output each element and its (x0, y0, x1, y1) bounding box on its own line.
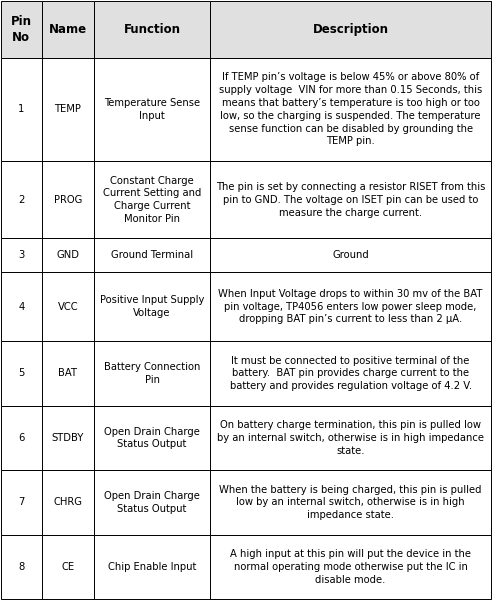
Bar (210, 238, 491, 272)
Text: VCC: VCC (58, 302, 78, 311)
Bar (42, 1, 94, 58)
Bar (94, 272, 210, 341)
Bar (1, 161, 42, 238)
Text: Name: Name (49, 23, 87, 36)
Text: Function: Function (123, 23, 181, 36)
Text: STDBY: STDBY (52, 433, 84, 443)
Text: PROG: PROG (54, 195, 82, 205)
Text: A high input at this pin will put the device in the
normal operating mode otherw: A high input at this pin will put the de… (230, 549, 471, 584)
Bar (210, 161, 491, 238)
Bar (1, 238, 42, 272)
Bar (42, 58, 94, 161)
Bar (1, 341, 42, 406)
Text: 7: 7 (18, 497, 25, 508)
Bar (94, 470, 210, 535)
Bar (42, 341, 94, 406)
Text: 1: 1 (18, 104, 25, 115)
Bar (42, 406, 94, 470)
Text: 5: 5 (18, 368, 25, 379)
Bar (42, 470, 94, 535)
Bar (42, 238, 94, 272)
Text: Constant Charge
Current Setting and
Charge Current
Monitor Pin: Constant Charge Current Setting and Char… (103, 176, 201, 224)
Text: TEMP: TEMP (55, 104, 81, 115)
Text: 6: 6 (18, 433, 25, 443)
Text: CHRG: CHRG (54, 497, 82, 508)
Text: Positive Input Supply
Voltage: Positive Input Supply Voltage (100, 295, 204, 318)
Bar (94, 341, 210, 406)
Text: BAT: BAT (59, 368, 77, 379)
Text: GND: GND (57, 250, 79, 260)
Text: Chip Enable Input: Chip Enable Input (108, 562, 196, 572)
Text: When the battery is being charged, this pin is pulled
low by an internal switch,: When the battery is being charged, this … (219, 485, 482, 520)
Bar (94, 1, 210, 58)
Bar (1, 470, 42, 535)
Text: 4: 4 (18, 302, 25, 311)
Text: Open Drain Charge
Status Output: Open Drain Charge Status Output (104, 491, 200, 514)
Bar (1, 272, 42, 341)
Bar (210, 1, 491, 58)
Text: Open Drain Charge
Status Output: Open Drain Charge Status Output (104, 427, 200, 449)
Text: 2: 2 (18, 195, 25, 205)
Bar (210, 406, 491, 470)
Text: Battery Connection
Pin: Battery Connection Pin (104, 362, 200, 385)
Bar (94, 161, 210, 238)
Bar (1, 1, 42, 58)
Bar (94, 58, 210, 161)
Bar (42, 535, 94, 599)
Text: When Input Voltage drops to within 30 mv of the BAT
pin voltage, TP4056 enters l: When Input Voltage drops to within 30 mv… (218, 289, 483, 325)
Text: Ground: Ground (332, 250, 369, 260)
Bar (210, 535, 491, 599)
Bar (1, 406, 42, 470)
Bar (42, 161, 94, 238)
Bar (1, 58, 42, 161)
Text: It must be connected to positive terminal of the
battery.  BAT pin provides char: It must be connected to positive termina… (230, 356, 472, 391)
Text: CE: CE (62, 562, 74, 572)
Bar (42, 272, 94, 341)
Bar (210, 272, 491, 341)
Text: 3: 3 (18, 250, 25, 260)
Bar (1, 535, 42, 599)
Bar (94, 238, 210, 272)
Bar (210, 58, 491, 161)
Bar (94, 406, 210, 470)
Bar (94, 535, 210, 599)
Bar (210, 341, 491, 406)
Text: 8: 8 (18, 562, 25, 572)
Text: Ground Terminal: Ground Terminal (111, 250, 193, 260)
Text: If TEMP pin’s voltage is below 45% or above 80% of
supply voltage  VIN for more : If TEMP pin’s voltage is below 45% or ab… (219, 73, 482, 146)
Bar (210, 470, 491, 535)
Text: On battery charge termination, this pin is pulled low
by an internal switch, oth: On battery charge termination, this pin … (217, 420, 484, 456)
Text: Pin
No: Pin No (11, 14, 32, 44)
Text: The pin is set by connecting a resistor RISET from this
pin to GND. The voltage : The pin is set by connecting a resistor … (216, 182, 485, 218)
Text: Description: Description (312, 23, 389, 36)
Text: Temperature Sense
Input: Temperature Sense Input (104, 98, 200, 121)
